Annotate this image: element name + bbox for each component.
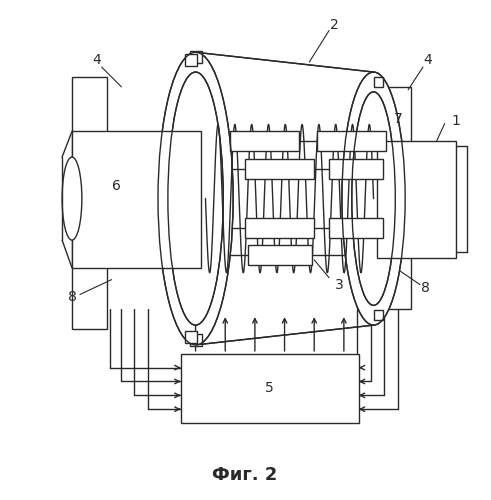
Text: 4: 4 [424, 53, 432, 67]
Bar [72, 77, 107, 329]
Bar [317, 132, 386, 151]
Ellipse shape [352, 92, 395, 306]
Bar [374, 77, 383, 87]
Text: 6: 6 [112, 178, 121, 192]
Bar [245, 218, 314, 238]
Bar [245, 159, 314, 179]
Bar [190, 334, 201, 346]
Text: 8: 8 [421, 280, 431, 294]
Text: Фиг. 2: Фиг. 2 [212, 466, 278, 484]
Bar [329, 159, 383, 179]
Bar [72, 132, 200, 268]
Bar [377, 87, 411, 310]
Bar [374, 310, 383, 320]
Bar [185, 54, 196, 66]
Ellipse shape [168, 72, 223, 325]
Bar [329, 218, 383, 238]
Text: 3: 3 [334, 278, 343, 291]
Bar [185, 331, 196, 343]
Text: 1: 1 [451, 114, 460, 128]
Text: 8: 8 [68, 290, 77, 304]
Text: 4: 4 [92, 53, 101, 67]
Ellipse shape [62, 157, 82, 240]
Ellipse shape [342, 72, 405, 325]
Bar [248, 245, 312, 265]
Bar [181, 354, 359, 423]
Text: 5: 5 [265, 382, 274, 396]
Text: 7: 7 [394, 112, 403, 126]
Bar [190, 52, 201, 63]
Ellipse shape [158, 52, 233, 345]
Text: 2: 2 [329, 18, 338, 32]
Bar [230, 132, 300, 151]
Bar [377, 141, 456, 258]
